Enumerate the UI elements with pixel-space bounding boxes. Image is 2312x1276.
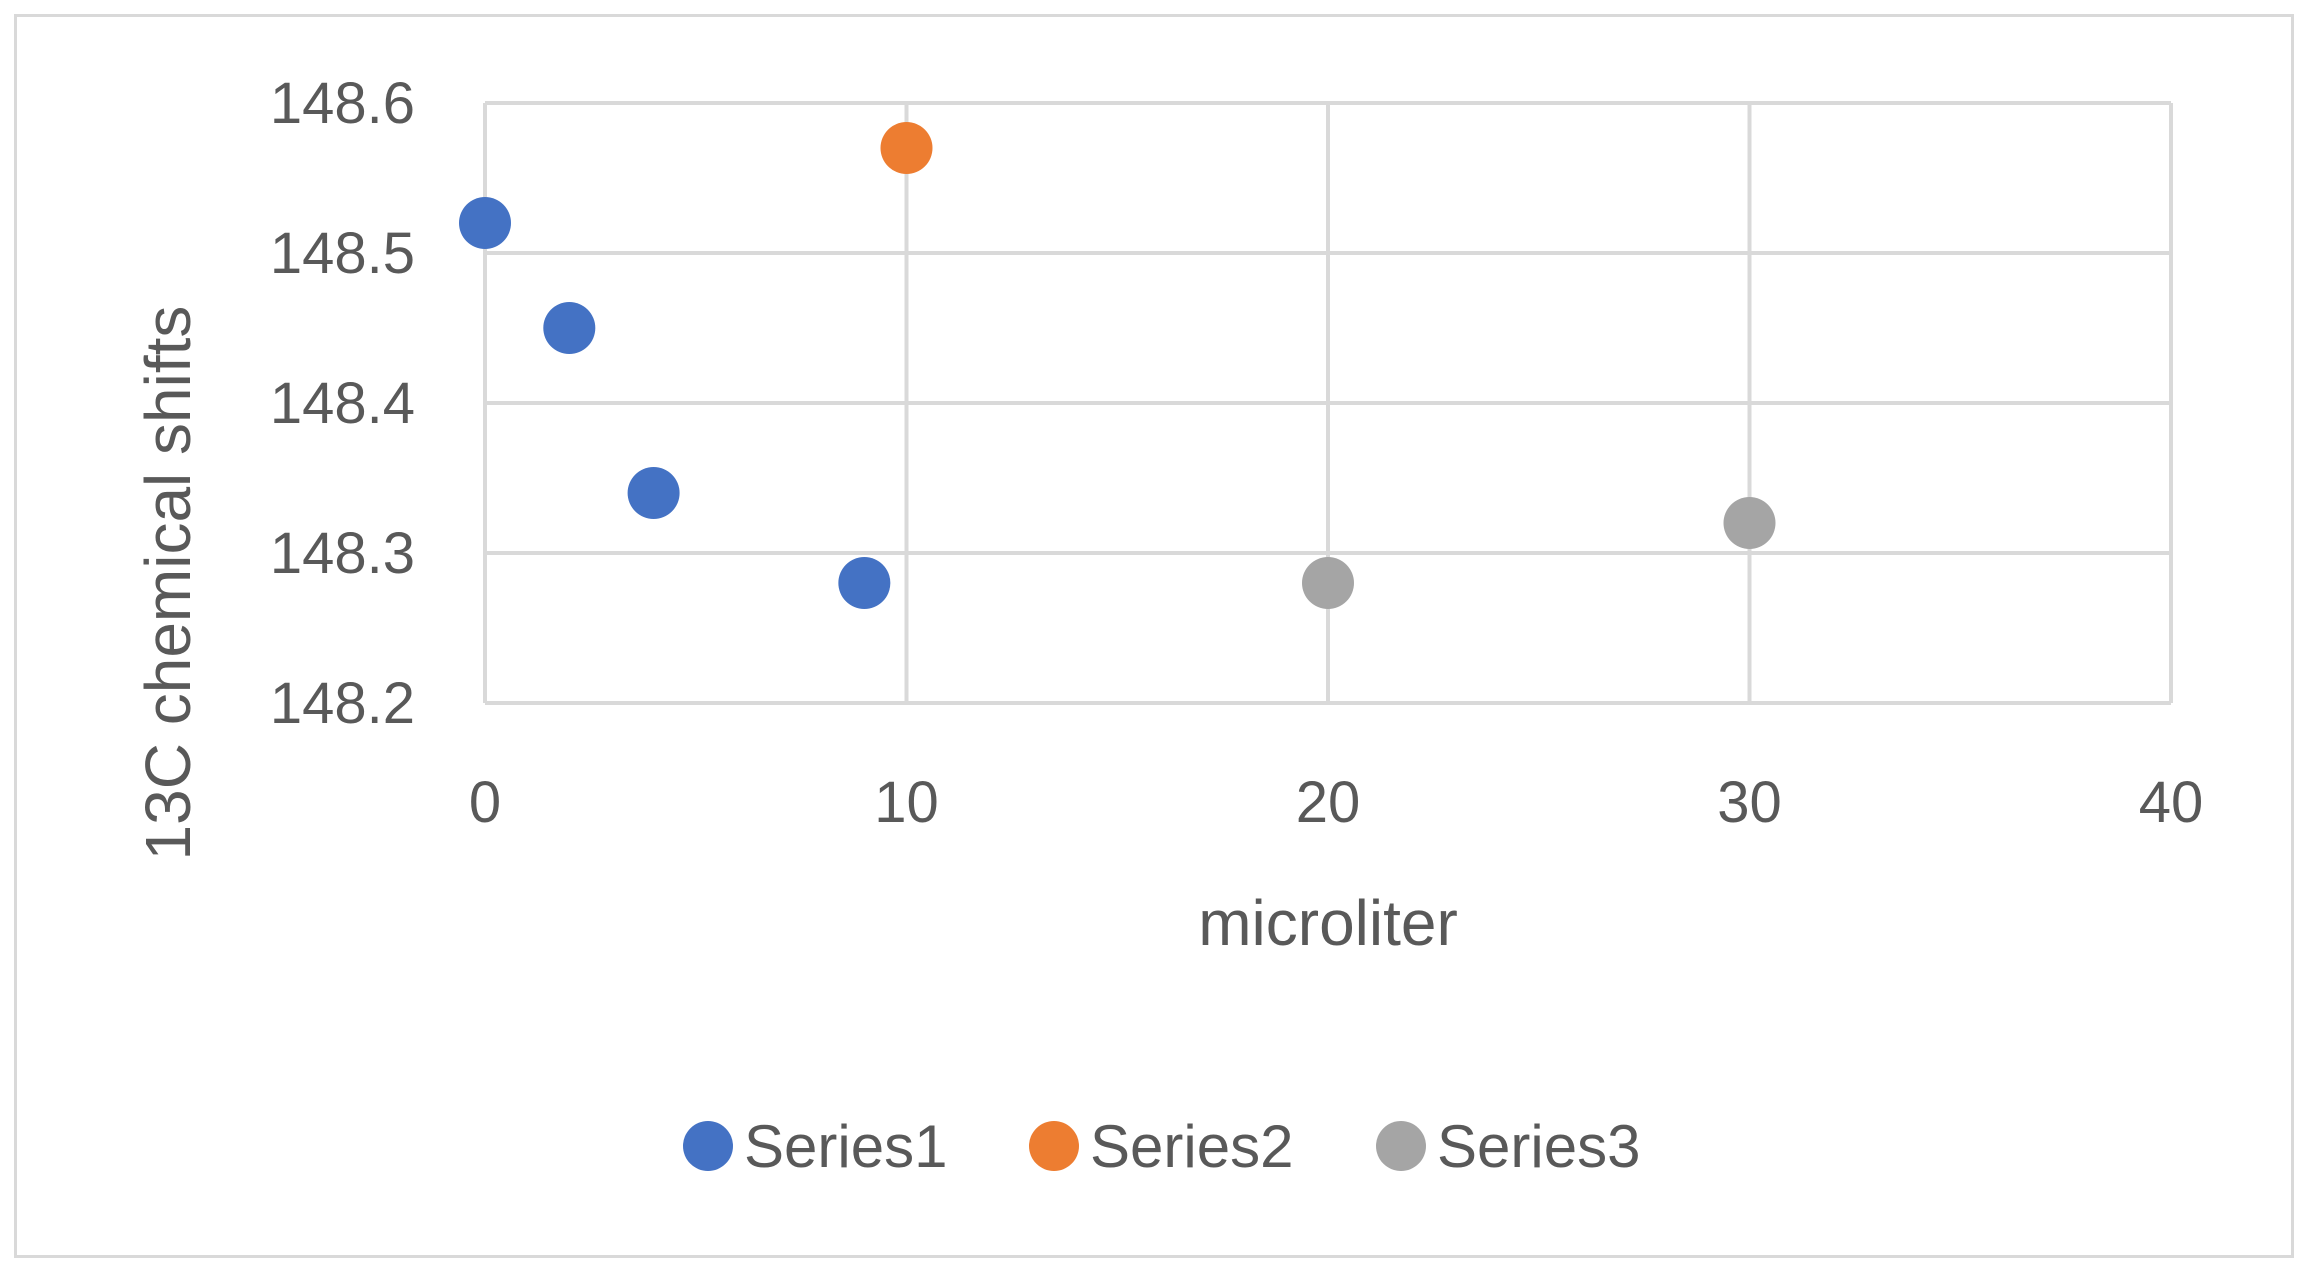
legend-marker-series3 [1376,1121,1426,1171]
y-tick-label: 148.2 [270,671,415,736]
data-point-series1 [543,302,596,354]
data-points [459,122,1776,609]
y-tick-label: 148.4 [270,371,415,436]
y-tick-label: 148.3 [270,521,415,586]
x-tick-label: 0 [469,770,501,835]
x-tick-label: 20 [1296,770,1361,835]
tick-labels: 148.2 148.3 148.4 148.5 148.6 0 10 20 30 40 [270,71,2203,835]
data-point-series1 [838,557,891,609]
grid-layer [483,101,2173,705]
data-point-series2 [880,122,933,174]
x-tick-label: 30 [1717,770,1782,835]
legend-label-series2: Series2 [1090,1113,1293,1180]
x-axis-title: microliter [1198,887,1458,959]
data-point-series1 [459,197,511,249]
data-point-series3 [1723,497,1776,549]
x-tick-label: 10 [874,770,939,835]
legend-label-series1: Series1 [744,1113,947,1180]
legend-marker-series2 [1029,1121,1079,1171]
legend-label-series3: Series3 [1437,1113,1640,1180]
legend: Series1 Series2 Series3 [683,1113,1640,1180]
data-point-series3 [1302,557,1354,609]
y-tick-label: 148.5 [270,221,415,286]
y-tick-label: 148.6 [270,71,415,136]
data-point-series1 [627,467,680,519]
legend-marker-series1 [683,1121,733,1171]
x-tick-label: 40 [2139,770,2204,835]
chart-frame [14,14,2294,1258]
y-axis-title: 13C chemical shifts [132,306,204,861]
